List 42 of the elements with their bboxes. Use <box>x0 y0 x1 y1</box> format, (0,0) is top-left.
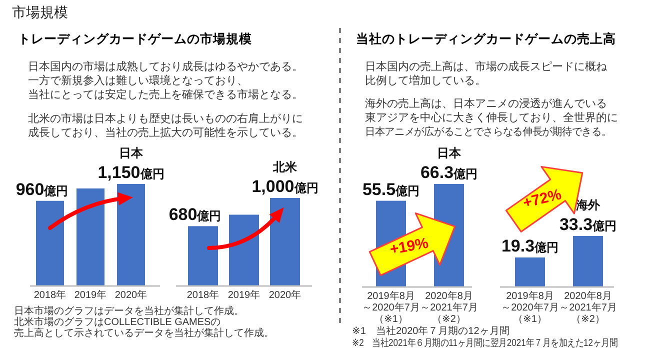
text: 当社にとっては安定した売上を確保できる市場となる。 <box>28 88 303 101</box>
x-tick-label: 2020年 <box>268 289 302 301</box>
chart-title: 日本 <box>119 146 144 160</box>
annotation: +19% <box>388 234 430 258</box>
text: 日本国内の市場は成熟しており成長はゆるやかである。 <box>28 60 303 73</box>
text: ※1 当社2020年７月期の12ヶ月間 <box>352 325 510 337</box>
text: トレーディングカードゲームの市場規模 <box>18 31 252 46</box>
text: ※2 当社2021年６月期の11ヶ月間に翌月2021年７月を加えた12ヶ月間 <box>352 337 618 348</box>
x-tick-label: 2020年8月～2021年7月（※2） <box>559 290 617 325</box>
text: 比例して増加している。 <box>365 74 486 87</box>
text: 市場規模 <box>12 4 68 20</box>
chart-title: 海外 <box>575 198 601 212</box>
text: 一方で新規参入は難しい環境となっており、 <box>28 74 248 87</box>
text: 東アジアを中心に大きく伸長しており、全世界的に <box>365 111 618 124</box>
text: 当社のトレーディングカードゲームの売上高 <box>356 31 616 46</box>
x-tick-label: 2018年 <box>186 289 220 301</box>
text: 売上高として示されているデータを当社が集計して作成。 <box>14 327 274 339</box>
data-label: 960億円 <box>16 180 68 199</box>
x-tick-label: 2019年 <box>228 289 260 301</box>
x-tick-label: 2020年8月～2021年7月（※2） <box>420 290 478 325</box>
text: 日本アニメが広がることでさらなる伸長が期待できる。 <box>365 126 612 138</box>
text: 北米市場のグラフはCOLLECTIBLE GAMESの <box>14 316 221 328</box>
text: 成長しており、当社の売上拡大の可能性を示している。 <box>28 126 303 139</box>
data-label: 66.3億円 <box>420 163 478 182</box>
text: +72% <box>521 186 564 212</box>
data-label: 1,150億円 <box>98 163 164 182</box>
data-label: 19.3億円 <box>501 236 559 256</box>
text: 日本国内の売上高は、市場の成長スピードに概ね <box>365 60 608 73</box>
data-label: 680億円 <box>168 205 222 224</box>
x-tick-label: 2019年8月～2020年7月（※1） <box>501 290 559 325</box>
data-label: 55.5億円 <box>362 180 420 199</box>
x-tick-label: 2019年 <box>74 289 107 301</box>
text: 海外の売上高は、日本アニメの浸透が進んでいる <box>365 97 607 110</box>
data-label: 1,000億円 <box>252 177 318 196</box>
x-tick-label: 2019年8月～2020年7月（※1） <box>362 290 420 325</box>
text: 日本市場のグラフはデータを当社が集計して作成。 <box>14 305 244 317</box>
chart-title: 北米 <box>272 160 298 174</box>
x-tick-label: 2018年 <box>34 289 66 301</box>
chart-title: 日本 <box>437 146 462 160</box>
data-label: 33.3億円 <box>559 215 617 234</box>
x-tick-label: 2020年 <box>114 289 148 301</box>
text: 北米の市場は日本よりも歴史は長いものの右肩上がりに <box>28 112 303 125</box>
